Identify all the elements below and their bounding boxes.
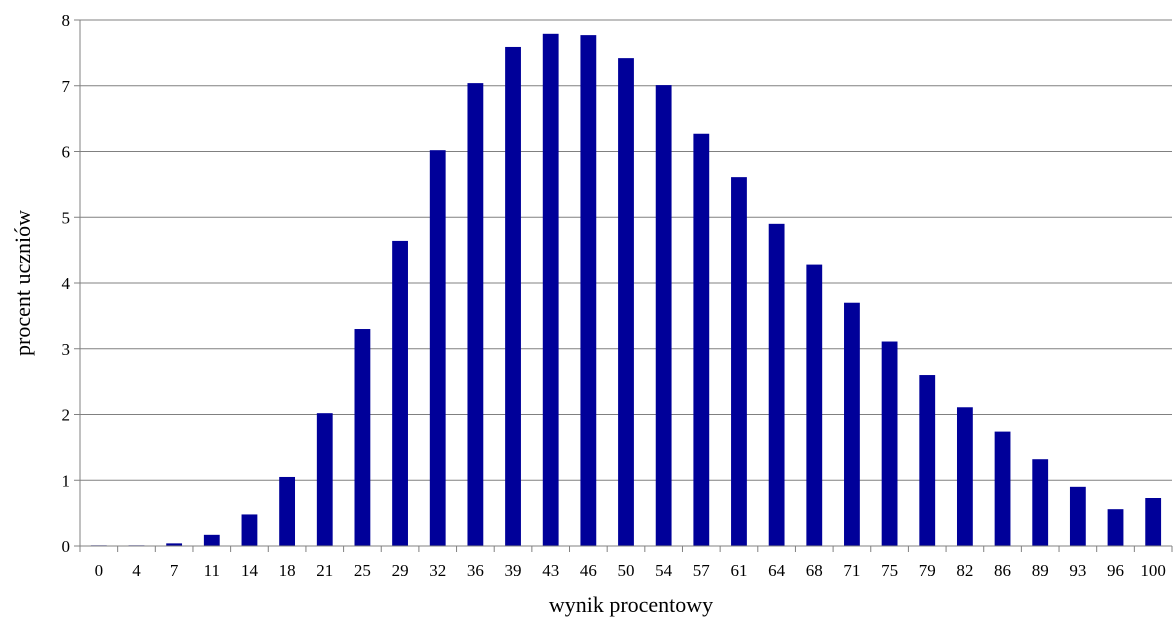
x-tick-label: 75 [881, 561, 898, 580]
bar [241, 514, 258, 546]
x-tick-label: 43 [542, 561, 559, 580]
x-tick-labels: 0 4 7 11 14 18 21 25 29 32 36 39 43 46 50 54 57 61 64 68 71 7… [95, 561, 1166, 580]
x-tick-label: 89 [1032, 561, 1049, 580]
x-tick-label: 57 [693, 561, 711, 580]
x-tick-label: 21 [316, 561, 333, 580]
x-tick-label: 54 [655, 561, 673, 580]
x-tick-label: 46 [580, 561, 597, 580]
bar [203, 534, 220, 546]
x-tick-label: 18 [279, 561, 296, 580]
bar [316, 413, 333, 546]
bar [731, 177, 747, 546]
x-tick-label: 0 [95, 561, 104, 580]
x-tick-label: 96 [1107, 561, 1124, 580]
y-tick-labels: 0 1 2 3 4 5 6 7 8 [62, 11, 71, 556]
x-tick-label: 68 [806, 561, 823, 580]
x-tick-label: 50 [618, 561, 635, 580]
y-tick-label: 4 [62, 274, 71, 293]
y-tick-label: 5 [62, 208, 71, 227]
bar [693, 133, 710, 546]
bar [1032, 459, 1049, 546]
x-axis-title: wynik procentowy [549, 592, 713, 617]
x-tick-label: 100 [1140, 561, 1166, 580]
x-tick-label: 7 [170, 561, 179, 580]
x-tick-label: 93 [1069, 561, 1086, 580]
x-tick-label: 4 [132, 561, 141, 580]
y-axis-title: procent uczniów [10, 210, 35, 356]
bar [505, 46, 521, 547]
y-tick-label: 3 [62, 340, 71, 359]
bar [919, 375, 936, 546]
bar [844, 302, 860, 546]
y-tick-label: 1 [62, 471, 71, 490]
y-tick-label: 0 [62, 537, 71, 556]
bar [1145, 498, 1162, 546]
bar [542, 33, 559, 547]
y-tick-label: 2 [62, 406, 71, 425]
bar [467, 83, 484, 547]
bar [354, 329, 371, 546]
bar [994, 431, 1011, 546]
bar [166, 543, 183, 546]
x-tick-label: 64 [768, 561, 786, 580]
bar [429, 150, 446, 546]
y-tick-label: 8 [62, 11, 71, 30]
y-tick-label: 7 [62, 77, 71, 96]
bar [956, 407, 973, 546]
x-tick-label: 82 [956, 561, 973, 580]
bar [1107, 509, 1124, 546]
x-tick-label: 61 [730, 561, 747, 580]
bar [279, 476, 296, 546]
bar [768, 223, 785, 546]
x-tick-label: 29 [392, 561, 409, 580]
x-tick-label: 86 [994, 561, 1011, 580]
bar [618, 58, 634, 546]
bars [90, 33, 1162, 547]
x-tick-label: 71 [843, 561, 860, 580]
bar [1069, 486, 1086, 546]
x-tick-label: 79 [919, 561, 936, 580]
x-tick-label: 25 [354, 561, 371, 580]
x-tick-label: 14 [241, 561, 259, 580]
bar [655, 85, 672, 546]
x-tick-label: 11 [204, 561, 220, 580]
x-tick-label: 39 [505, 561, 522, 580]
bar [580, 35, 597, 547]
x-tick-label: 36 [467, 561, 484, 580]
axes [74, 19, 1173, 552]
bar [806, 264, 823, 546]
bar [881, 341, 898, 546]
x-tick-label: 32 [429, 561, 446, 580]
bar [392, 240, 408, 547]
y-tick-label: 6 [62, 143, 71, 162]
